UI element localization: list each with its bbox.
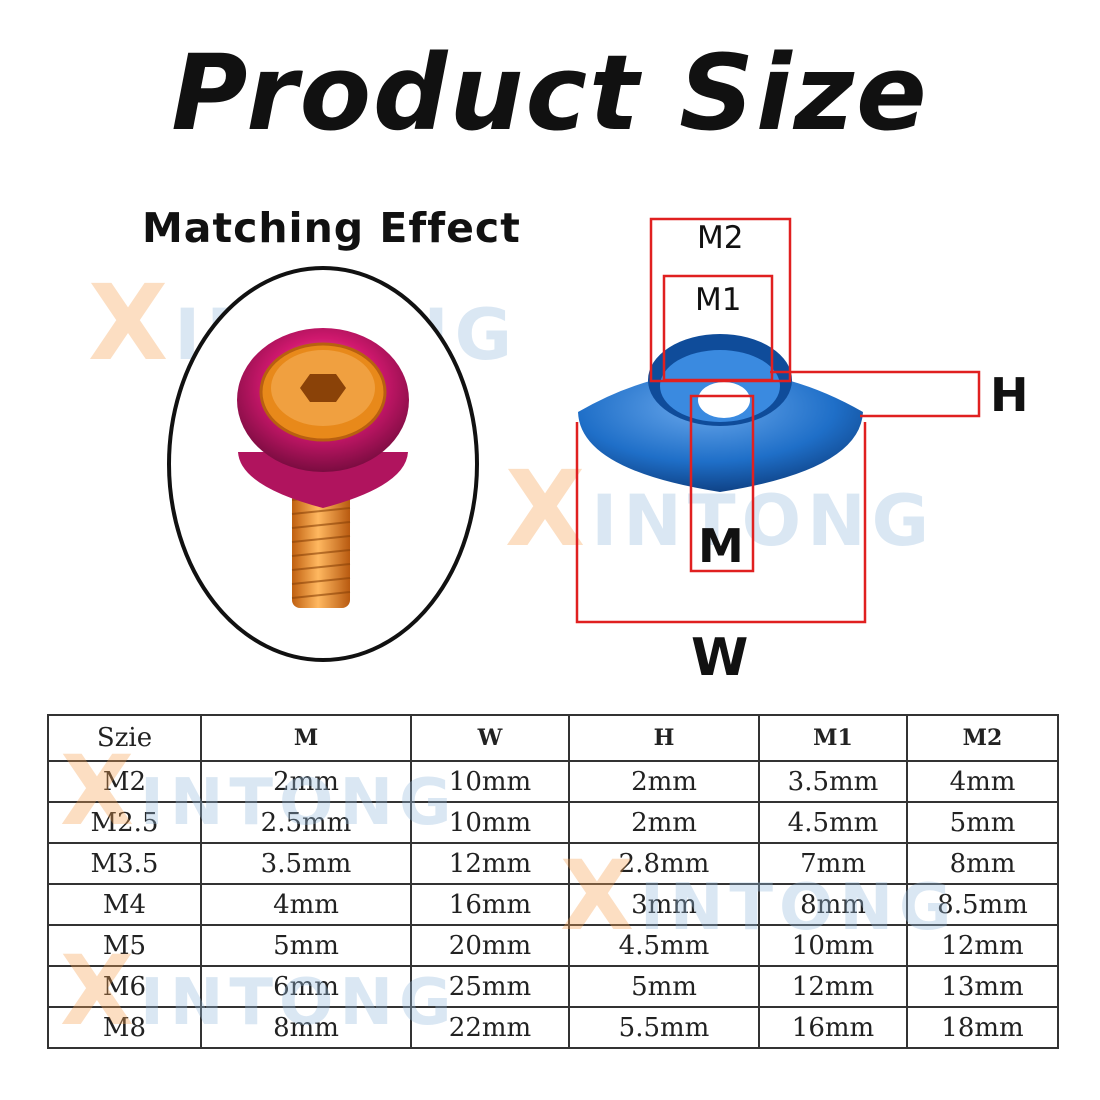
table-cell: 10mm (410, 760, 570, 803)
header-m1: M1 (758, 714, 908, 762)
dimension-label-h: H (990, 368, 1029, 422)
table-cell: 8mm (906, 842, 1059, 885)
table-row: M4 4mm 16mm 3mm 8mm 8.5mm (47, 883, 1059, 926)
table-cell: M6 (47, 965, 202, 1008)
table-cell: 3mm (568, 883, 760, 926)
table-cell: 5mm (200, 924, 412, 967)
dimension-label-w: W (691, 628, 749, 688)
table-cell: 8mm (200, 1006, 412, 1049)
table-cell: M2 (47, 760, 202, 803)
dimension-lines (575, 217, 981, 624)
header-h: H (568, 714, 760, 762)
dimension-label-m2: M2 (697, 220, 744, 256)
header-m: M (200, 714, 412, 762)
dimension-label-m1: M1 (695, 282, 742, 318)
table-cell: 3.5mm (200, 842, 412, 885)
header-w: W (410, 714, 570, 762)
table-cell: 16mm (410, 883, 570, 926)
table-cell: M4 (47, 883, 202, 926)
table-cell: 5mm (906, 801, 1059, 844)
table-cell: 10mm (758, 924, 908, 967)
table-cell: 22mm (410, 1006, 570, 1049)
table-cell: 3.5mm (758, 760, 908, 803)
table-cell: 2.8mm (568, 842, 760, 885)
table-cell: 18mm (906, 1006, 1059, 1049)
table-cell: M3.5 (47, 842, 202, 885)
header-m2: M2 (906, 714, 1059, 762)
table-row: M3.5 3.5mm 12mm 2.8mm 7mm 8mm (47, 842, 1059, 885)
table-cell: 8.5mm (906, 883, 1059, 926)
table-cell: 2.5mm (200, 801, 412, 844)
table-cell: 12mm (410, 842, 570, 885)
table-cell: 2mm (200, 760, 412, 803)
table-cell: M5 (47, 924, 202, 967)
table-row: M2 2mm 10mm 2mm 3.5mm 4mm (47, 760, 1059, 803)
page-title: Product Size (171, 32, 929, 154)
size-table: Szie M W H M1 M2 M2 2mm 10mm 2mm 3.5mm 4… (47, 714, 1059, 1049)
table-cell: 4.5mm (568, 924, 760, 967)
table-cell: 12mm (906, 924, 1059, 967)
table-cell: 5mm (568, 965, 760, 1008)
table-cell: 8mm (758, 883, 908, 926)
table-cell: 2mm (568, 760, 760, 803)
table-cell: 25mm (410, 965, 570, 1008)
table-row: M2.5 2.5mm 10mm 2mm 4.5mm 5mm (47, 801, 1059, 844)
table-cell: M8 (47, 1006, 202, 1049)
table-cell: 13mm (906, 965, 1059, 1008)
table-cell: 20mm (410, 924, 570, 967)
table-cell: 12mm (758, 965, 908, 1008)
table-cell: 7mm (758, 842, 908, 885)
hex-socket-icon (300, 374, 346, 402)
dimension-label-m: M (698, 519, 744, 573)
table-cell: 4mm (200, 883, 412, 926)
table-cell: 6mm (200, 965, 412, 1008)
table-row: M6 6mm 25mm 5mm 12mm 13mm (47, 965, 1059, 1008)
table-cell: 16mm (758, 1006, 908, 1049)
matching-effect-photo (167, 266, 479, 662)
blue-washer-diagram (578, 334, 863, 492)
table-cell: 10mm (410, 801, 570, 844)
table-cell: 4.5mm (758, 801, 908, 844)
table-row: M8 8mm 22mm 5.5mm 16mm 18mm (47, 1006, 1059, 1049)
table-header-row: Szie M W H M1 M2 (47, 714, 1059, 762)
table-cell: 4mm (906, 760, 1059, 803)
product-illustration (167, 217, 981, 662)
header-size: Szie (47, 714, 202, 762)
table-row: M5 5mm 20mm 4.5mm 10mm 12mm (47, 924, 1059, 967)
table-cell: 5.5mm (568, 1006, 760, 1049)
table-cell: M2.5 (47, 801, 202, 844)
pink-washer (238, 452, 408, 508)
matching-effect-label: Matching Effect (142, 204, 521, 252)
table-cell: 2mm (568, 801, 760, 844)
